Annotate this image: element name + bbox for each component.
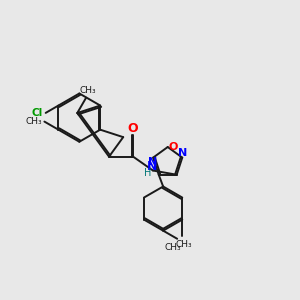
Text: N: N bbox=[147, 160, 158, 172]
Text: CH₃: CH₃ bbox=[79, 86, 96, 95]
Text: O: O bbox=[168, 142, 178, 152]
Text: O: O bbox=[128, 122, 139, 135]
Text: H: H bbox=[144, 168, 151, 178]
Text: CH₃: CH₃ bbox=[26, 117, 42, 126]
Text: N: N bbox=[148, 157, 157, 167]
Text: CH₃: CH₃ bbox=[176, 240, 192, 249]
Text: Cl: Cl bbox=[32, 108, 43, 118]
Text: N: N bbox=[178, 148, 188, 158]
Text: CH₃: CH₃ bbox=[164, 243, 181, 252]
